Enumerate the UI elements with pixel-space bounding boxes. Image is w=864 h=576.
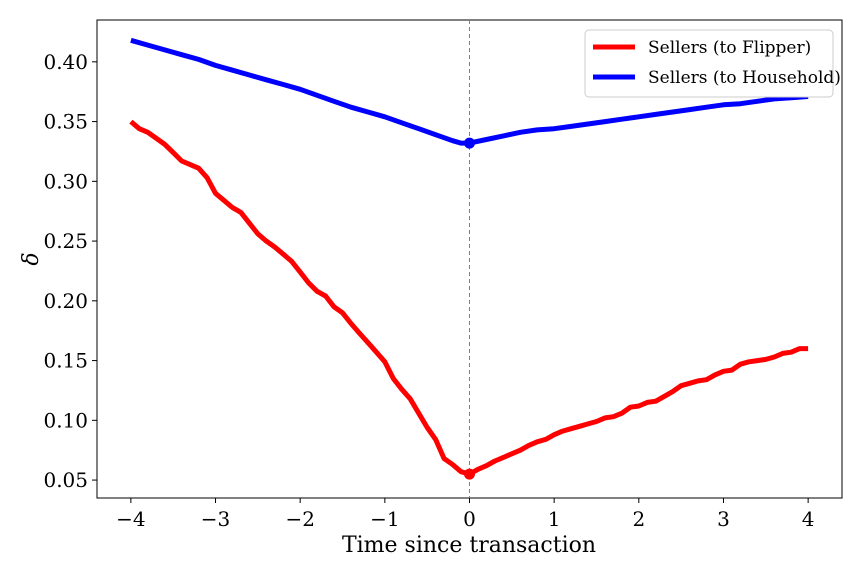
legend: Sellers (to Flipper) Sellers (to Househo… [584,29,841,98]
y-tick-label: 0.40 [43,50,88,74]
y-tick-label: 0.25 [43,229,88,253]
y-tick-label: 0.05 [43,468,88,492]
x-tick-label: −2 [285,507,314,531]
y-tick-label: 0.30 [43,169,88,193]
series-marker-0 [464,468,475,480]
y-axis-ticks: 0.05 0.10 0.15 0.20 0.25 0.30 0.35 0.40 [43,50,97,492]
legend-label-flipper: Sellers (to Flipper) [648,38,811,58]
x-tick-label: −1 [370,507,399,531]
x-tick-label: 3 [717,507,730,531]
y-axis-label: δ [19,252,44,265]
legend-label-household: Sellers (to Household) [648,68,841,88]
x-tick-label: 1 [548,507,561,531]
x-tick-label: −3 [201,507,230,531]
y-tick-label: 0.15 [43,349,88,373]
x-axis-label: Time since transaction [342,533,596,558]
series-marker-1 [464,137,475,149]
legend-box [584,29,834,98]
y-tick-label: 0.10 [43,408,88,432]
y-tick-label: 0.20 [43,289,88,313]
x-tick-label: 0 [463,507,476,531]
x-tick-label: 4 [802,507,815,531]
x-axis-ticks: −4 −3 −2 −1 0 1 2 3 4 [116,498,815,531]
x-tick-label: 2 [632,507,645,531]
y-tick-label: 0.35 [43,110,88,134]
series-layer [129,37,809,480]
x-tick-label: −4 [116,507,145,531]
